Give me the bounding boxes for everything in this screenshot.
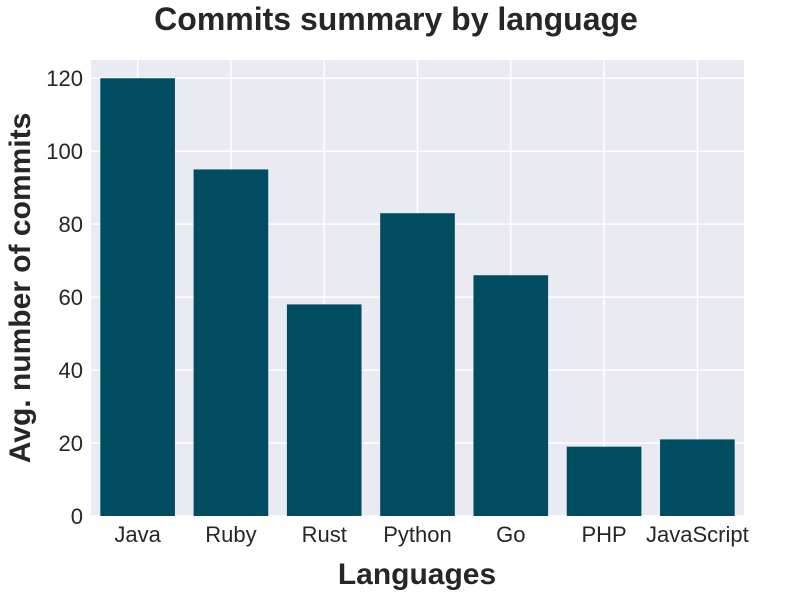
x-tick-label: Go xyxy=(496,522,525,547)
x-axis-ticks: Java Ruby Rust Python Go PHP JavaScript xyxy=(114,522,748,547)
chart-title: Commits summary by language xyxy=(154,1,638,37)
y-tick-label: 120 xyxy=(46,66,83,91)
bar-ruby xyxy=(193,169,269,516)
bar-python xyxy=(380,213,455,516)
bar-go xyxy=(473,275,549,516)
y-tick-label: 20 xyxy=(59,431,83,456)
x-tick-label: JavaScript xyxy=(646,522,749,547)
x-tick-label: Ruby xyxy=(205,522,256,547)
y-tick-label: 40 xyxy=(59,358,83,383)
bar-javascript xyxy=(660,439,735,516)
x-tick-label: Java xyxy=(114,522,161,547)
bar-php xyxy=(566,446,642,516)
x-tick-label: Rust xyxy=(302,522,347,547)
y-tick-label: 60 xyxy=(59,285,83,310)
y-axis-label: Avg. number of commits xyxy=(4,113,37,464)
x-tick-label: Python xyxy=(383,522,452,547)
y-tick-label: 100 xyxy=(46,139,83,164)
y-axis-ticks: 0 20 40 60 80 100 120 xyxy=(46,66,83,529)
y-tick-label: 80 xyxy=(59,212,83,237)
bars xyxy=(100,78,735,517)
bar-java xyxy=(100,78,175,517)
bar-rust xyxy=(286,304,362,516)
x-tick-label: PHP xyxy=(581,522,626,547)
y-tick-label: 0 xyxy=(71,504,83,529)
x-axis-label: Languages xyxy=(338,558,496,591)
